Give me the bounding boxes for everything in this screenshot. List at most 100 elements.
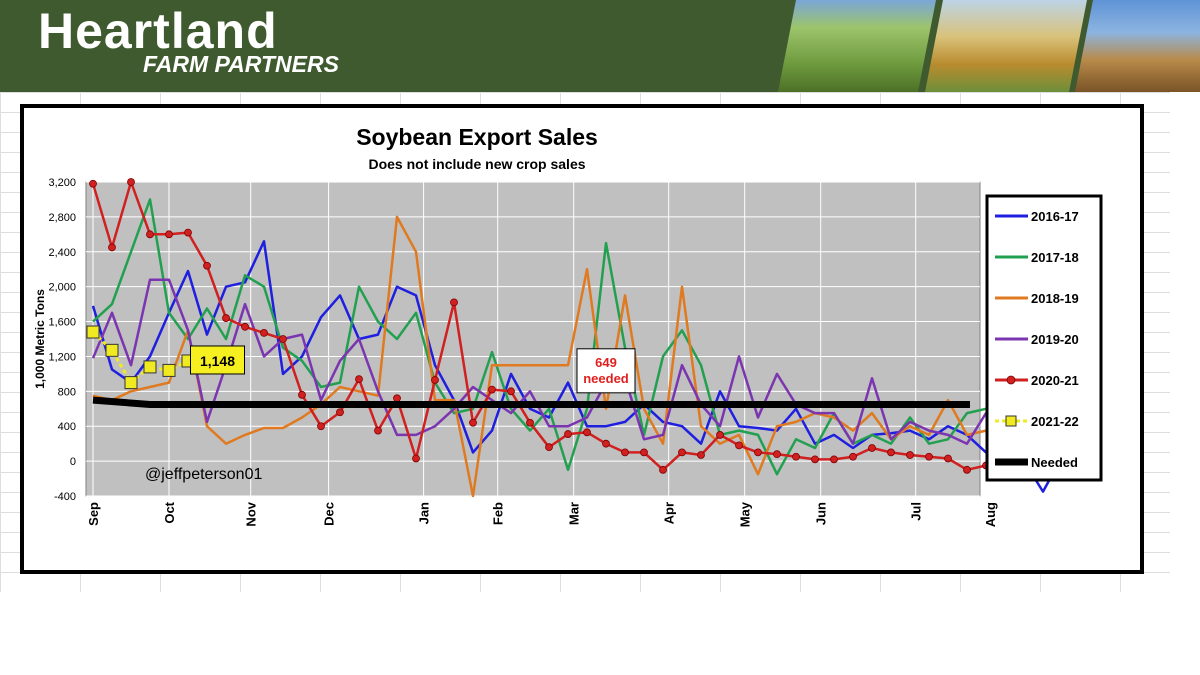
series-2018-19 — [92, 215, 1063, 498]
data-point — [773, 450, 781, 459]
legend-marker — [1005, 415, 1017, 427]
legend-label: 2018-19 — [1031, 291, 1079, 306]
data-point — [507, 387, 515, 396]
data-point — [279, 335, 287, 343]
data-point — [146, 230, 154, 239]
data-point — [564, 430, 572, 438]
series-Needed — [92, 396, 970, 408]
month-tick-label: Aug — [983, 502, 998, 527]
data-point — [127, 178, 135, 186]
needed-callout-label: needed — [583, 371, 629, 386]
y-tick-label: 800 — [58, 386, 76, 398]
value-callout-label: 1,148 — [200, 353, 235, 369]
data-point — [298, 390, 306, 399]
series-line — [92, 396, 970, 408]
legend-label: 2020-21 — [1031, 373, 1079, 388]
data-point — [583, 428, 591, 437]
data-point — [640, 448, 648, 457]
data-point — [260, 328, 268, 337]
month-tick-label: Apr — [662, 502, 677, 524]
legend: 2016-17 2017-18 2018-19 2019-20 2020-21 2021-… — [985, 194, 1103, 482]
data-point — [963, 465, 971, 474]
legend-label: 2017-18 — [1031, 250, 1079, 265]
series-line — [92, 215, 1063, 498]
y-tick-label: 3,200 — [48, 177, 76, 189]
month-tick-label: Feb — [491, 502, 506, 525]
chart-subtitle: Does not include new crop sales — [368, 156, 585, 172]
legend-label: Needed — [1031, 455, 1078, 470]
needed-callout-value: 649 — [595, 355, 617, 370]
month-tick-label: Nov — [244, 501, 259, 526]
data-point — [678, 448, 686, 457]
month-tick-label: Mar — [567, 502, 582, 525]
data-point — [697, 451, 705, 459]
y-tick-label: 1,200 — [48, 351, 76, 363]
data-point — [89, 179, 97, 188]
data-point — [887, 448, 895, 457]
chart-title: Soybean Export Sales — [356, 124, 598, 150]
data-point — [545, 443, 553, 452]
data-point — [944, 454, 952, 463]
data-point — [412, 454, 420, 463]
data-point — [526, 418, 534, 427]
header-banner: Heartland FARM PARTNERS — [0, 0, 1200, 92]
data-point — [754, 448, 762, 457]
data-point — [162, 363, 176, 377]
y-tick-label: 2,400 — [48, 247, 76, 259]
data-point — [488, 385, 496, 394]
data-point — [222, 314, 230, 322]
data-point — [659, 465, 667, 474]
legend-label: 2021-22 — [1031, 414, 1079, 429]
data-point — [450, 298, 458, 307]
data-point — [374, 426, 382, 435]
series-lines — [86, 178, 1064, 498]
cow-photo — [778, 0, 936, 92]
data-point — [393, 394, 401, 403]
brand-subtitle: FARM PARTNERS — [143, 51, 339, 77]
month-tick-label: Oct — [162, 501, 177, 523]
y-axis-label: 1,000 Metric Tons — [33, 289, 47, 389]
value-callout-box — [190, 345, 245, 375]
data-point — [830, 455, 838, 464]
month-tick-label: Dec — [322, 502, 337, 526]
brand-title: Heartland — [38, 3, 278, 59]
month-tick-label: Sep — [86, 502, 101, 526]
month-tick-label: Jun — [814, 502, 829, 525]
data-point — [735, 441, 743, 450]
legend-label: 2019-20 — [1031, 332, 1079, 347]
data-point — [317, 422, 325, 431]
y-tick-label: -400 — [54, 491, 76, 503]
soybean-field-photo — [1075, 0, 1200, 92]
data-point — [621, 448, 629, 457]
month-tick-label: Jan — [417, 502, 432, 524]
y-tick-label: 2,000 — [48, 282, 76, 294]
y-tick-label: 400 — [58, 421, 76, 433]
y-tick-label: 2,800 — [48, 212, 76, 224]
month-tick-label: May — [738, 501, 753, 527]
data-point — [906, 451, 914, 459]
data-point — [602, 439, 610, 448]
data-point — [811, 455, 819, 464]
data-point — [143, 360, 157, 374]
data-point — [925, 452, 933, 461]
legend-marker — [1006, 375, 1016, 385]
data-point — [165, 230, 173, 239]
month-tick-label: Jul — [909, 502, 924, 521]
series-2020-21 — [89, 178, 990, 474]
data-point — [868, 444, 876, 452]
y-tick-label: 0 — [70, 456, 76, 468]
data-point — [108, 243, 116, 252]
data-point — [105, 343, 119, 357]
watermark-handle: @jeffpeterson01 — [145, 466, 262, 483]
data-point — [241, 322, 249, 331]
data-point — [792, 452, 800, 461]
y-axis-ticks: -400 0 400 800 1,200 1,600 2,000 2,400 2,800 3,20… — [48, 177, 76, 503]
needed-callout-box — [576, 348, 636, 394]
y-tick-label: 1,600 — [48, 317, 76, 329]
data-point — [431, 376, 439, 384]
corn-photo — [925, 0, 1087, 92]
data-point — [184, 228, 192, 237]
x-axis-ticks: Sep Oct Nov Dec Jan Feb Mar Apr May Jun Jul Aug — [86, 501, 998, 527]
